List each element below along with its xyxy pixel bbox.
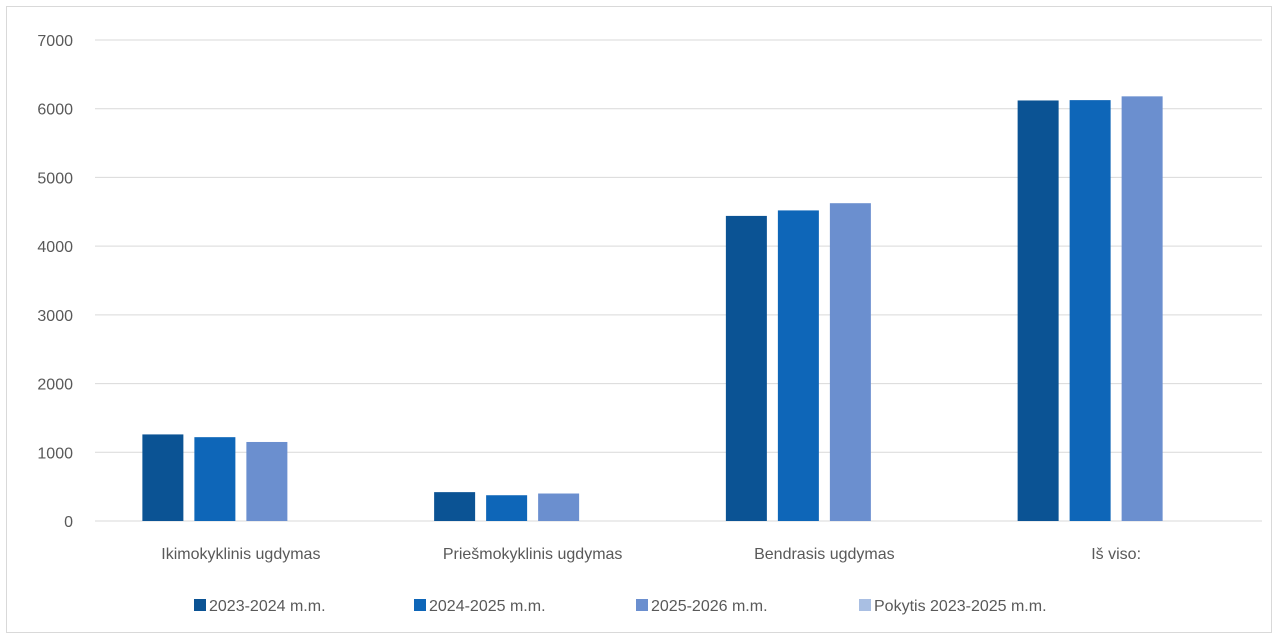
y-tick-label: 5000: [37, 170, 73, 187]
y-tick-label: 3000: [37, 308, 73, 325]
bar-1-3: [725, 215, 767, 521]
legend-swatch: [636, 599, 648, 611]
legend-swatch: [414, 599, 426, 611]
y-tick-label: 0: [64, 514, 73, 531]
bar-3-3: [829, 203, 871, 522]
gridlines: [95, 39, 1262, 522]
chart-frame: [6, 6, 1272, 633]
y-tick-label: 6000: [37, 102, 73, 119]
bar-1-4: [1017, 100, 1059, 522]
bar-1-2: [434, 492, 476, 521]
bar-3-2: [538, 493, 580, 521]
category-label: Bendrasis ugdymas: [754, 546, 895, 563]
bar-2-2: [486, 495, 528, 521]
y-tick-label: 1000: [37, 445, 73, 462]
x-axis-categories: Ikimokyklinis ugdymas Priešmokyklinis ugd…: [161, 546, 1141, 563]
y-tick-label: 4000: [37, 239, 73, 256]
bar-2-3: [777, 210, 819, 521]
legend-label: Pokytis 2023-2025 m.m.: [874, 598, 1047, 615]
bar-2-4: [1069, 100, 1111, 521]
bar-2-1: [194, 437, 236, 521]
legend-label: 2023-2024 m.m.: [209, 598, 326, 615]
category-label: Iš viso:: [1091, 546, 1141, 563]
bar-1-1: [142, 434, 184, 521]
bar-3-4: [1121, 96, 1163, 522]
legend-swatch: [859, 599, 871, 611]
bars: [142, 96, 1163, 522]
y-tick-label: 7000: [37, 33, 73, 50]
legend-swatch: [194, 599, 206, 611]
category-label: Ikimokyklinis ugdymas: [161, 546, 320, 563]
category-label: Priešmokyklinis ugdymas: [443, 546, 623, 563]
y-axis-ticks: 0 1000 2000 3000 4000 5000 6000 7000: [37, 33, 73, 531]
legend-label: 2025-2026 m.m.: [651, 598, 768, 615]
legend-label: 2024-2025 m.m.: [429, 598, 546, 615]
y-tick-label: 2000: [37, 377, 73, 394]
bar-3-1: [246, 441, 288, 521]
legend: 2023-2024 m.m. 2024-2025 m.m. 2025-2026 m.…: [194, 598, 1047, 615]
